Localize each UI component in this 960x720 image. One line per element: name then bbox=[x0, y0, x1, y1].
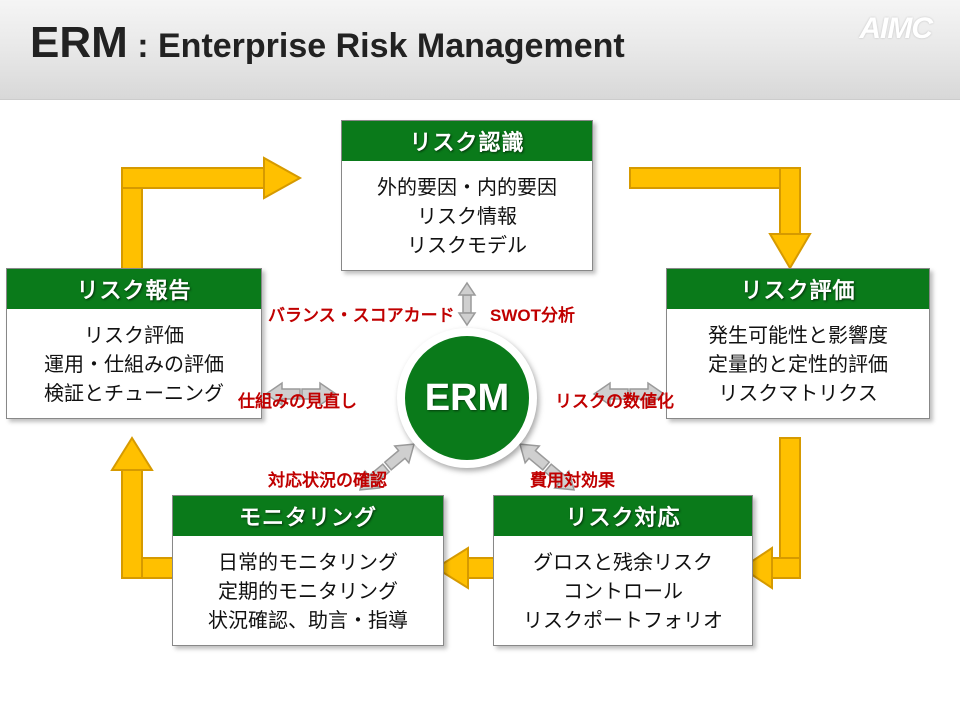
box-response-body: グロスと残余リスク コントロール リスクポートフォリオ bbox=[494, 536, 752, 645]
header-band: ERM : Enterprise Risk Management AIMC bbox=[0, 0, 960, 100]
box-evaluation-header: リスク評価 bbox=[667, 269, 929, 309]
box-reporting: リスク報告 リスク評価 運用・仕組みの評価 検証とチューニング bbox=[6, 268, 262, 419]
anno-numify: リスクの数値化 bbox=[555, 387, 674, 412]
flow-arrow-reporting-recognition bbox=[122, 158, 300, 274]
box-response: リスク対応 グロスと残余リスク コントロール リスクポートフォリオ bbox=[493, 495, 753, 646]
anno-bsc: バランス・スコアカード bbox=[268, 301, 455, 326]
anno-review: 仕組みの見直し bbox=[238, 387, 357, 412]
flow-arrow-response-monitoring bbox=[436, 548, 500, 588]
box-reporting-header: リスク報告 bbox=[7, 269, 261, 309]
anno-cost: 費用対効果 bbox=[530, 466, 615, 491]
box-monitoring: モニタリング 日常的モニタリング 定期的モニタリング 状況確認、助言・指導 bbox=[172, 495, 444, 646]
box-monitoring-header: モニタリング bbox=[173, 496, 443, 536]
title-prefix: ERM bbox=[30, 18, 128, 67]
box-evaluation-body: 発生可能性と影響度 定量的と定性的評価 リスクマトリクス bbox=[667, 309, 929, 418]
title-rest: : Enterprise Risk Management bbox=[128, 27, 625, 65]
spoke-arrow-recognition bbox=[459, 283, 475, 325]
box-response-header: リスク対応 bbox=[494, 496, 752, 536]
flow-arrow-recognition-evaluation bbox=[630, 168, 810, 268]
anno-confirm: 対応状況の確認 bbox=[268, 466, 387, 491]
page-title: ERM : Enterprise Risk Management bbox=[30, 18, 625, 68]
center-erm-circle: ERM bbox=[397, 328, 537, 468]
box-evaluation: リスク評価 発生可能性と影響度 定量的と定性的評価 リスクマトリクス bbox=[666, 268, 930, 419]
box-monitoring-body: 日常的モニタリング 定期的モニタリング 状況確認、助言・指導 bbox=[173, 536, 443, 645]
logo: AIMC bbox=[859, 12, 932, 46]
diagram-stage: ERM リスク認識 外的要因・内的要因 リスク情報 リスクモデル リスク評価 発… bbox=[0, 100, 960, 720]
box-recognition-header: リスク認識 bbox=[342, 121, 592, 161]
anno-swot: SWOT分析 bbox=[490, 301, 575, 326]
center-label: ERM bbox=[425, 377, 509, 420]
box-recognition-body: 外的要因・内的要因 リスク情報 リスクモデル bbox=[342, 161, 592, 270]
box-recognition: リスク認識 外的要因・内的要因 リスク情報 リスクモデル bbox=[341, 120, 593, 271]
box-reporting-body: リスク評価 運用・仕組みの評価 検証とチューニング bbox=[7, 309, 261, 418]
